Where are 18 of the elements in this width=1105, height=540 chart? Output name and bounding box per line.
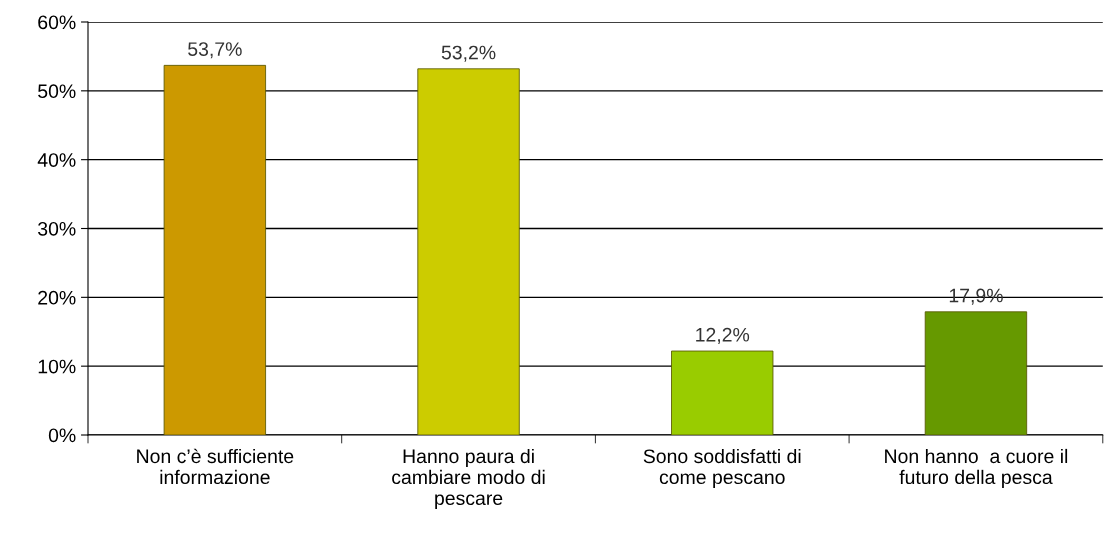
y-tick-label: 20%: [38, 290, 76, 305]
x-tick-label: Non hanno a cuore il futuro della pesca: [885, 448, 1068, 488]
data-label: 53,7%: [188, 42, 242, 59]
data-label: 12,2%: [696, 327, 750, 344]
y-tick-label: 60%: [38, 15, 76, 30]
y-tick-label: 0%: [48, 428, 76, 443]
y-tick-label: 30%: [38, 221, 76, 236]
bar: [924, 311, 1028, 435]
bar: [417, 68, 520, 435]
x-tick-label: Non c’è sufficiente informazione: [137, 448, 294, 485]
bar: [671, 350, 774, 435]
x-tick-label: Hanno paura di cambiare modo di pescare: [392, 448, 545, 509]
y-tick-label: 10%: [38, 359, 76, 374]
data-label: 53,2%: [441, 45, 496, 62]
bar: [163, 64, 267, 435]
y-tick-label: 40%: [37, 153, 76, 167]
y-tick-label: 50%: [38, 84, 76, 99]
x-tick-label: Sono soddisfatti di come pescano: [643, 448, 801, 488]
